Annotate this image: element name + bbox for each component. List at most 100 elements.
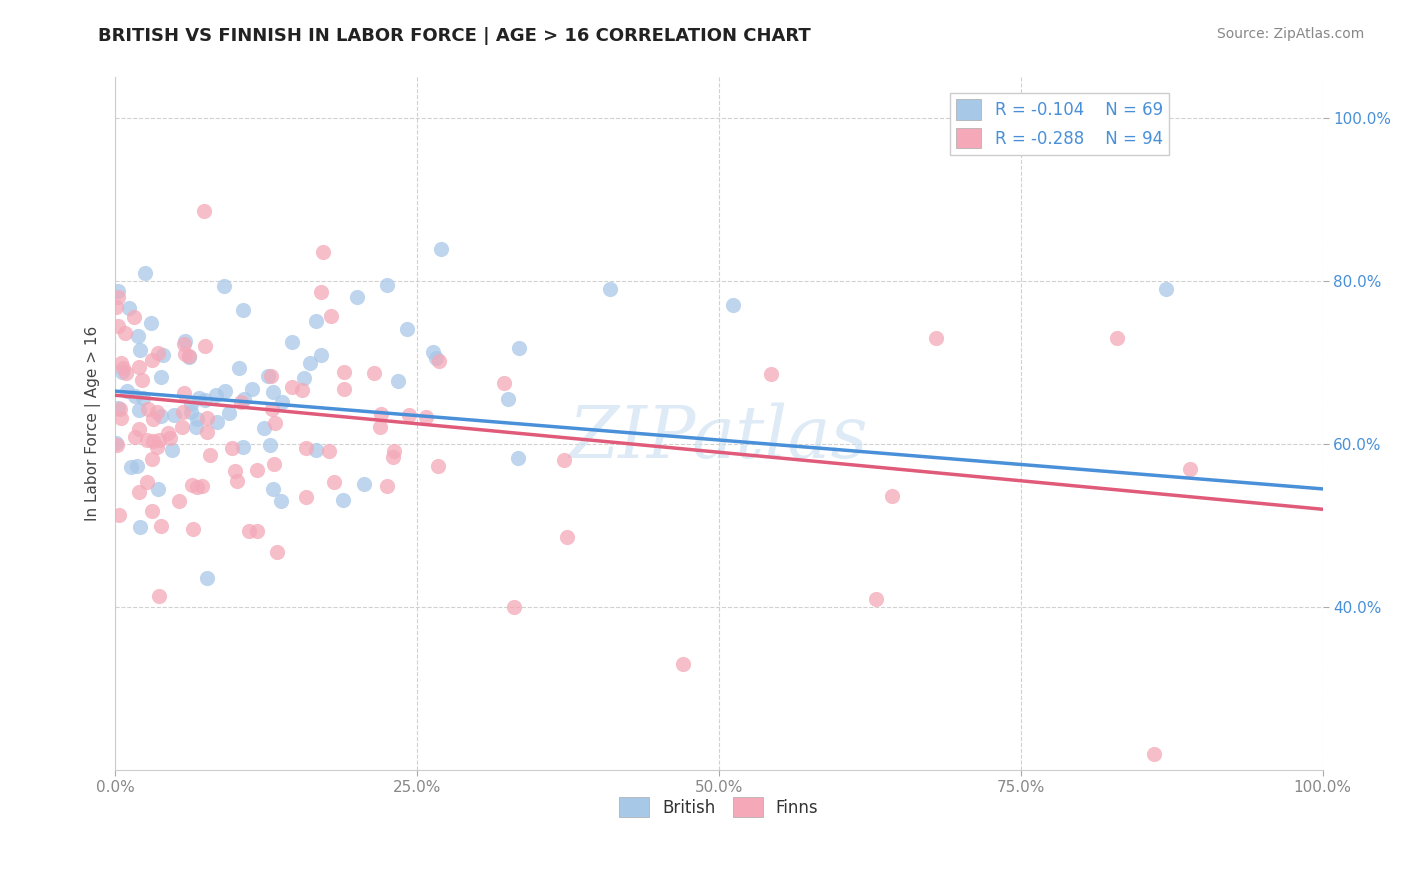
Point (246, 463, 269, 477)
Point (353, 477, 375, 491)
Point (195, 425, 218, 440)
Point (214, 384, 236, 398)
Point (218, 406, 240, 420)
Point (107, 401, 129, 415)
Point (221, 442, 243, 456)
Point (259, 438, 281, 452)
Point (333, 382, 356, 396)
Point (167, 494, 190, 508)
Point (496, 392, 519, 407)
Point (163, 409, 186, 423)
Point (281, 334, 304, 349)
Point (111, 365, 134, 379)
Point (174, 334, 197, 349)
Point (232, 302, 254, 317)
Point (323, 475, 346, 489)
Point (599, 282, 621, 296)
Point (332, 493, 354, 508)
Point (229, 394, 252, 409)
Point (263, 458, 285, 472)
Point (110, 401, 132, 416)
Point (304, 314, 326, 328)
Point (672, 657, 695, 671)
Point (262, 482, 284, 496)
Point (141, 317, 163, 331)
Point (228, 361, 250, 376)
Point (865, 591, 887, 606)
Point (142, 434, 165, 449)
Point (145, 405, 167, 419)
Point (294, 441, 316, 455)
Point (271, 395, 294, 409)
Point (107, 285, 129, 299)
Point (186, 480, 208, 494)
Point (128, 422, 150, 436)
Point (105, 436, 128, 450)
Point (180, 396, 202, 410)
Point (430, 242, 453, 256)
Point (142, 411, 165, 425)
Point (256, 368, 278, 383)
Point (502, 600, 524, 615)
Point (146, 345, 169, 359)
Point (553, 453, 575, 467)
Point (146, 440, 169, 454)
Point (107, 319, 129, 334)
Point (105, 438, 128, 452)
Point (114, 326, 136, 340)
Point (127, 329, 149, 343)
Point (346, 290, 368, 304)
Point (925, 331, 948, 345)
Point (508, 342, 530, 356)
Point (246, 524, 269, 539)
Point (122, 310, 145, 324)
Point (292, 371, 315, 385)
Point (382, 450, 405, 465)
Text: Source: ZipAtlas.com: Source: ZipAtlas.com (1216, 27, 1364, 41)
Point (146, 482, 169, 496)
Point (281, 379, 304, 393)
Point (150, 519, 173, 533)
Point (152, 348, 174, 362)
Point (105, 300, 128, 314)
Point (260, 401, 283, 416)
Point (396, 321, 419, 335)
Point (128, 402, 150, 417)
Point (295, 490, 318, 504)
Point (253, 420, 276, 434)
Point (233, 392, 256, 407)
Point (136, 402, 159, 417)
Point (422, 345, 444, 359)
Point (387, 375, 409, 389)
Point (111, 361, 134, 376)
Point (238, 524, 260, 539)
Point (1107, 331, 1129, 345)
Legend: British, Finns: British, Finns (613, 790, 825, 824)
Point (162, 442, 184, 457)
Point (370, 407, 392, 421)
Y-axis label: In Labor Force | Age > 16: In Labor Force | Age > 16 (86, 326, 101, 521)
Point (172, 420, 194, 434)
Point (198, 448, 221, 462)
Point (492, 376, 515, 390)
Point (124, 430, 146, 444)
Point (187, 391, 209, 405)
Point (415, 410, 437, 425)
Point (191, 479, 214, 493)
Point (195, 571, 218, 585)
Point (172, 405, 194, 419)
Point (262, 384, 284, 399)
Point (368, 420, 391, 434)
Point (181, 477, 204, 491)
Point (398, 408, 420, 422)
Point (107, 508, 129, 523)
Point (179, 349, 201, 363)
Point (309, 285, 332, 299)
Point (148, 590, 170, 604)
Point (107, 290, 129, 304)
Point (193, 203, 215, 218)
Point (179, 350, 201, 364)
Point (110, 356, 132, 370)
Point (427, 459, 450, 474)
Point (186, 420, 208, 434)
